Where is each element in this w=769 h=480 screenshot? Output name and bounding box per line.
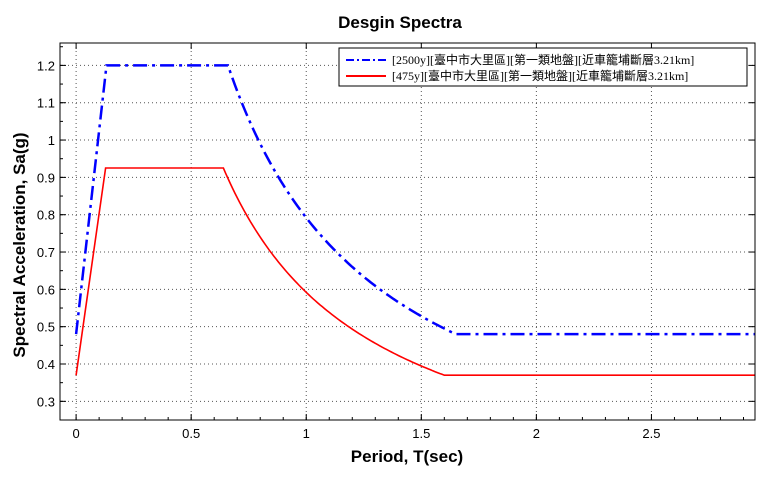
grid-lines xyxy=(60,43,755,420)
x-tick-label: 0.5 xyxy=(182,426,200,441)
x-axis-label: Period, T(sec) xyxy=(351,447,463,466)
axis-ticks: 0 0.5 1 1.5 2 2.5 0.3 0.4 0.5 0.6 0.7 0.8 0.9 1 1.1 1.2 xyxy=(37,43,755,441)
x-tick-label: 1 xyxy=(303,426,310,441)
y-tick-label: 0.8 xyxy=(37,208,55,223)
y-tick-label: 0.5 xyxy=(37,320,55,335)
chart-title: Desgin Spectra xyxy=(338,13,462,32)
y-tick-label: 0.3 xyxy=(37,394,55,409)
y-tick-label: 1.1 xyxy=(37,96,55,111)
x-tick-label: 2.5 xyxy=(642,426,660,441)
y-tick-label: 0.9 xyxy=(37,170,55,185)
legend-label-2500y: [2500y][臺中市大里區][第一類地盤][近車籠埔斷層3.21km] xyxy=(392,52,694,67)
plot-series xyxy=(74,64,755,376)
x-tick-label: 1.5 xyxy=(412,426,430,441)
legend-box xyxy=(338,47,748,87)
legend: [2500y][臺中市大里區][第一類地盤][近車籠埔斷層3.21km] [47… xyxy=(338,47,748,87)
y-axis-label: Spectral Acceleration, Sa(g) xyxy=(10,132,29,357)
plot-frame xyxy=(59,42,756,421)
y-tick-label: 1 xyxy=(48,133,55,148)
x-tick-label: 2 xyxy=(533,426,540,441)
series-line-0 xyxy=(74,64,755,336)
x-tick-label: 0 xyxy=(72,426,79,441)
series-line-1 xyxy=(75,167,755,376)
y-tick-label: 0.7 xyxy=(37,245,55,260)
y-tick-label: 0.4 xyxy=(37,357,55,372)
y-tick-label: 1.2 xyxy=(37,58,55,73)
legend-label-475y: [475y][臺中市大里區][第一類地盤][近車籠埔斷層3.21km] xyxy=(392,68,688,83)
y-tick-label: 0.6 xyxy=(37,282,55,297)
